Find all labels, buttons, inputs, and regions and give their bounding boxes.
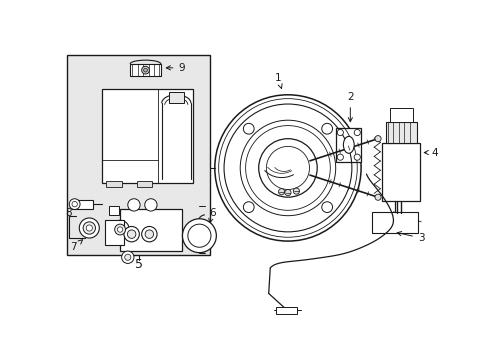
Text: 9: 9: [166, 63, 184, 73]
Circle shape: [127, 199, 140, 211]
Text: 3: 3: [396, 231, 424, 243]
Circle shape: [79, 218, 99, 238]
Bar: [104, 220, 123, 245]
Bar: [137, 181, 152, 187]
Text: 8: 8: [65, 205, 74, 217]
Text: 6: 6: [208, 208, 215, 223]
Circle shape: [115, 224, 125, 235]
Bar: [371, 212, 417, 233]
Circle shape: [145, 230, 153, 238]
Circle shape: [337, 130, 343, 136]
Circle shape: [258, 139, 317, 197]
Circle shape: [83, 222, 95, 234]
Circle shape: [337, 154, 343, 160]
Text: 7: 7: [70, 240, 82, 252]
Circle shape: [278, 189, 284, 195]
Circle shape: [86, 225, 92, 231]
Circle shape: [353, 130, 360, 136]
Circle shape: [111, 220, 129, 239]
Bar: [71, 199, 93, 209]
Bar: [120, 209, 182, 251]
Circle shape: [374, 194, 380, 200]
Circle shape: [285, 189, 290, 196]
Bar: [168, 92, 183, 103]
Bar: [389, 108, 412, 122]
Text: 2: 2: [346, 92, 353, 122]
Bar: [381, 143, 420, 201]
Bar: [109, 206, 118, 215]
Circle shape: [187, 224, 210, 247]
Circle shape: [72, 202, 77, 207]
Circle shape: [321, 123, 332, 134]
Circle shape: [123, 226, 139, 242]
Text: 1: 1: [274, 73, 282, 89]
Bar: [385, 122, 416, 143]
Bar: [67, 55, 210, 255]
Bar: [106, 181, 122, 187]
Bar: [102, 89, 193, 183]
Bar: [130, 64, 161, 76]
Text: 4: 4: [424, 148, 437, 158]
Circle shape: [353, 154, 360, 160]
Circle shape: [127, 230, 136, 238]
Circle shape: [143, 68, 147, 72]
Circle shape: [214, 95, 360, 241]
Circle shape: [117, 227, 122, 232]
Circle shape: [243, 123, 254, 134]
Circle shape: [142, 66, 149, 74]
Circle shape: [374, 136, 380, 142]
Circle shape: [243, 202, 254, 212]
Circle shape: [293, 188, 299, 194]
Circle shape: [124, 254, 131, 260]
Circle shape: [144, 199, 157, 211]
Circle shape: [321, 202, 332, 212]
Bar: [275, 306, 297, 314]
Circle shape: [69, 199, 80, 210]
Circle shape: [122, 251, 134, 264]
Circle shape: [182, 219, 216, 253]
Text: 5: 5: [134, 258, 142, 271]
Ellipse shape: [343, 136, 353, 153]
Circle shape: [142, 226, 157, 242]
Bar: [335, 127, 361, 162]
